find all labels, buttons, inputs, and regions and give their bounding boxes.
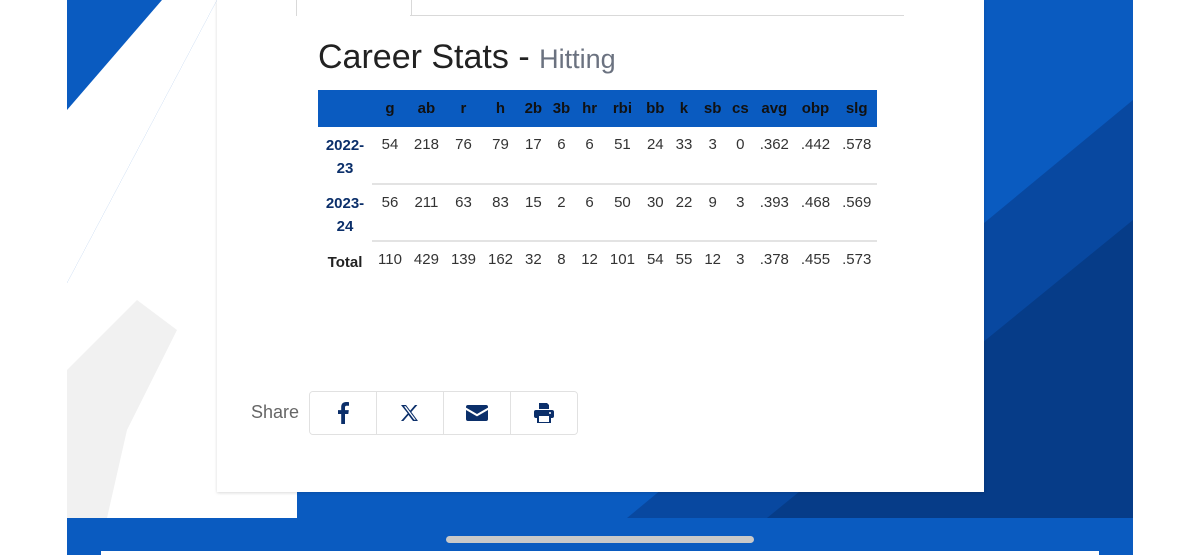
left-margin <box>0 0 67 555</box>
total-cell: 101 <box>609 251 635 268</box>
total-cell: 429 <box>413 251 439 268</box>
stat-cell: 3 <box>698 127 727 185</box>
facebook-share-button[interactable] <box>310 392 377 434</box>
stats-card: Career Stats - Hitting g ab r h 2b 3b hr… <box>217 0 984 492</box>
column-header: h <box>481 90 520 127</box>
x-twitter-icon <box>401 405 418 421</box>
stat-cell: 51 <box>603 127 641 185</box>
email-share-button[interactable] <box>444 392 511 434</box>
page-title: Career Stats - Hitting <box>318 38 616 77</box>
stat-cell: .393 <box>753 184 795 242</box>
stat-cell: 6 <box>575 127 604 185</box>
total-cell: 110 <box>378 251 402 268</box>
stat-cell: .578 <box>836 127 878 185</box>
tab-active[interactable] <box>296 0 412 16</box>
stat-cell: 9 <box>698 184 727 242</box>
stat-cell: 22 <box>669 184 699 242</box>
tab-divider <box>410 15 904 16</box>
column-header: g <box>372 90 408 127</box>
column-header: rbi <box>603 90 641 127</box>
stat-cell: 2 <box>547 184 576 242</box>
column-header: k <box>669 90 699 127</box>
total-cell: 12 <box>581 251 598 268</box>
total-cell: 8 <box>557 251 566 268</box>
stat-cell: .468 <box>794 184 837 242</box>
column-header: avg <box>753 90 795 127</box>
stat-cell: 0 <box>727 127 754 185</box>
home-indicator[interactable] <box>446 536 754 543</box>
season-cell: 2022- 23 <box>318 127 372 185</box>
table-total-row: Total 110 429 139 162 32 8 12 101 54 55 … <box>318 241 877 281</box>
share-label: Share <box>251 402 300 422</box>
total-cell: .378 <box>759 251 789 268</box>
column-header: obp <box>794 90 837 127</box>
table-row: 2022- 23 54 218 76 79 17 6 6 51 24 33 3 0… <box>318 127 878 185</box>
stat-cell: 79 <box>481 127 520 185</box>
column-header: hr <box>575 90 604 127</box>
print-button[interactable] <box>511 392 577 434</box>
season-year-end: 23 <box>336 160 354 177</box>
stat-cell: .362 <box>753 127 795 185</box>
total-cell: 3 <box>736 251 745 268</box>
column-header: sb <box>698 90 727 127</box>
total-cell: 54 <box>646 251 664 268</box>
stat-cell: 3 <box>727 184 754 242</box>
table-row: 2023- 24 56 211 63 83 15 2 6 50 30 22 9 3… <box>318 184 878 242</box>
season-year-end: 24 <box>336 218 354 235</box>
stat-cell: 33 <box>669 127 699 185</box>
column-header: 3b <box>547 90 576 127</box>
total-cell: 162 <box>487 251 514 268</box>
stat-cell: 56 <box>372 184 408 242</box>
stat-cell: 218 <box>407 127 445 185</box>
column-header: bb <box>640 90 670 127</box>
tab-strip <box>296 0 904 16</box>
stat-cell: 76 <box>444 127 482 185</box>
season-cell: 2023- 24 <box>318 184 372 242</box>
stat-cell: 211 <box>407 184 445 242</box>
title-subtitle: Hitting <box>539 44 616 74</box>
bottom-content-edge <box>101 551 1099 555</box>
total-cell: .573 <box>842 251 872 268</box>
stat-cell: .442 <box>794 127 837 185</box>
stat-cell: 6 <box>575 184 604 242</box>
title-separator: - <box>518 38 530 76</box>
facebook-icon <box>338 402 349 424</box>
stat-cell: 17 <box>519 127 548 185</box>
stat-cell: 63 <box>444 184 482 242</box>
email-icon <box>466 405 488 421</box>
column-header: ab <box>407 90 445 127</box>
stat-cell: 24 <box>640 127 670 185</box>
column-header: 2b <box>519 90 548 127</box>
total-label: Total <box>327 254 363 271</box>
table-header-row: g ab r h 2b 3b hr rbi bb k sb cs avg obp… <box>318 90 878 127</box>
stat-cell: 30 <box>640 184 670 242</box>
total-cell: 139 <box>450 251 476 268</box>
total-cell: 32 <box>525 251 542 268</box>
total-cell: 12 <box>704 251 721 268</box>
print-icon <box>534 403 554 423</box>
title-text: Career Stats <box>318 38 509 76</box>
stat-cell: 83 <box>481 184 520 242</box>
stat-cell: 54 <box>372 127 408 185</box>
x-share-button[interactable] <box>377 392 444 434</box>
season-year: 2022- <box>325 137 365 154</box>
career-stats-table: g ab r h 2b 3b hr rbi bb k sb cs avg obp… <box>318 90 878 281</box>
share-buttons <box>309 391 578 435</box>
stat-cell: 15 <box>519 184 548 242</box>
column-header: r <box>444 90 482 127</box>
total-cell: 55 <box>675 251 693 268</box>
right-margin <box>1133 0 1200 555</box>
total-cell: .455 <box>800 251 831 268</box>
column-header: slg <box>836 90 878 127</box>
stat-cell: 50 <box>603 184 641 242</box>
stat-cell: .569 <box>836 184 878 242</box>
column-header-season <box>318 90 372 127</box>
column-header: cs <box>727 90 754 127</box>
season-year: 2023- <box>325 195 365 212</box>
stat-cell: 6 <box>547 127 576 185</box>
